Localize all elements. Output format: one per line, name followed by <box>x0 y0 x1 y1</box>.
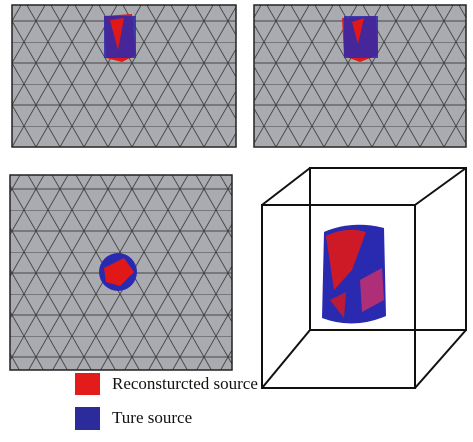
source-volume <box>322 225 386 324</box>
legend: Reconsturcted source Ture source <box>75 373 258 430</box>
mesh-panel-top-right <box>254 5 466 147</box>
mesh-panel-top-left <box>12 5 236 147</box>
mesh-panel-bottom-left <box>10 175 232 370</box>
legend-swatch-reconstructed <box>75 373 100 395</box>
legend-label: Ture source <box>112 408 192 427</box>
legend-swatch-true <box>75 407 100 430</box>
figure: Reconsturcted source Ture source <box>0 0 473 437</box>
legend-label: Reconsturcted source <box>112 374 258 393</box>
